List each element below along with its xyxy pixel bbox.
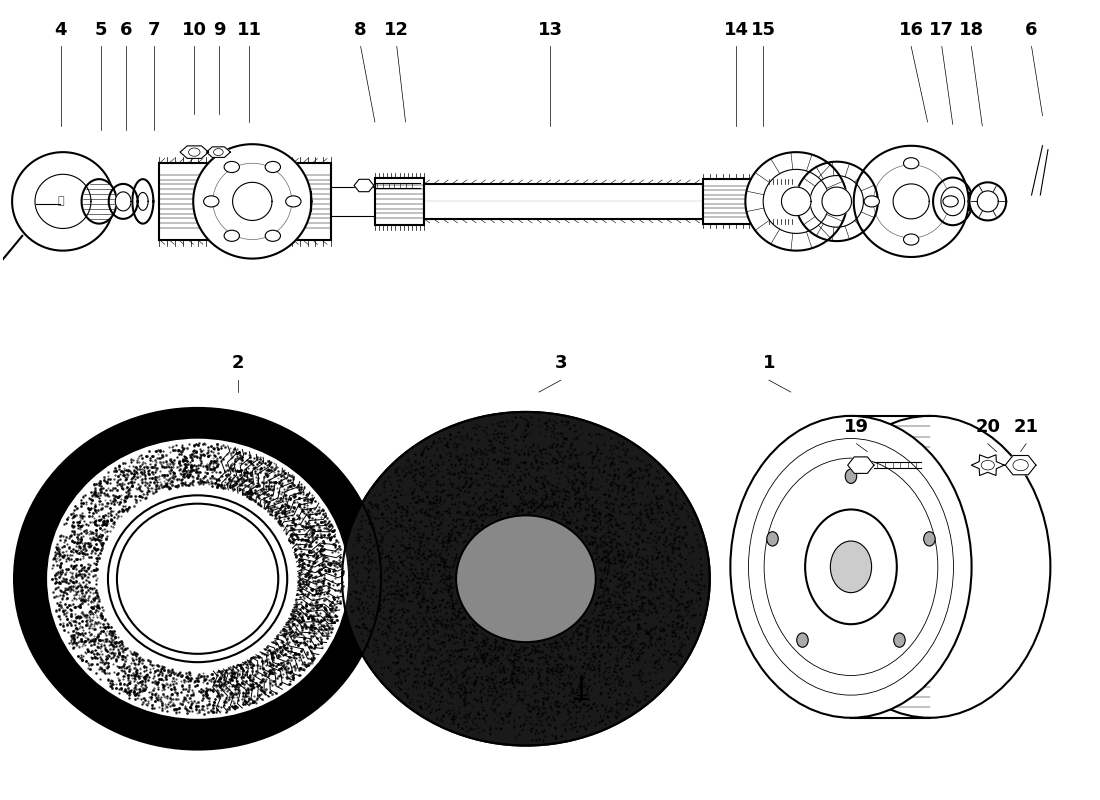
Circle shape xyxy=(903,158,918,169)
Ellipse shape xyxy=(830,541,871,593)
Text: 🐎: 🐎 xyxy=(57,196,64,206)
Polygon shape xyxy=(940,187,965,216)
Polygon shape xyxy=(822,187,851,216)
Ellipse shape xyxy=(805,510,896,624)
Text: 14: 14 xyxy=(724,21,749,38)
Circle shape xyxy=(224,162,240,173)
Ellipse shape xyxy=(14,408,381,750)
Circle shape xyxy=(1013,459,1028,470)
Circle shape xyxy=(865,196,879,207)
Ellipse shape xyxy=(924,532,935,546)
Text: 12: 12 xyxy=(384,21,409,38)
Polygon shape xyxy=(207,147,230,158)
Ellipse shape xyxy=(456,515,596,642)
Text: 15: 15 xyxy=(751,21,776,38)
Ellipse shape xyxy=(796,633,808,647)
Polygon shape xyxy=(354,179,374,192)
Text: 4: 4 xyxy=(55,21,67,38)
Polygon shape xyxy=(116,192,131,211)
Polygon shape xyxy=(1005,455,1036,474)
Text: 6: 6 xyxy=(1025,21,1037,38)
Text: 7: 7 xyxy=(147,21,161,38)
Ellipse shape xyxy=(730,416,971,718)
Polygon shape xyxy=(180,146,209,158)
Text: 18: 18 xyxy=(959,21,983,38)
Text: 10: 10 xyxy=(182,21,207,38)
Text: 17: 17 xyxy=(930,21,955,38)
Circle shape xyxy=(204,196,219,207)
Polygon shape xyxy=(933,178,972,226)
Circle shape xyxy=(224,230,240,242)
Polygon shape xyxy=(971,455,1004,475)
Polygon shape xyxy=(35,174,91,229)
Ellipse shape xyxy=(47,438,348,719)
Circle shape xyxy=(265,162,280,173)
Polygon shape xyxy=(893,184,930,219)
Circle shape xyxy=(188,148,200,156)
Circle shape xyxy=(265,230,280,242)
Bar xyxy=(703,179,769,224)
Text: 16: 16 xyxy=(899,21,924,38)
Text: ©РОСТАЛЬ: ©РОСТАЛЬ xyxy=(343,529,538,558)
Circle shape xyxy=(903,234,918,245)
Ellipse shape xyxy=(893,633,905,647)
Circle shape xyxy=(213,149,223,156)
Text: 20: 20 xyxy=(976,418,1000,436)
Polygon shape xyxy=(848,457,874,474)
Polygon shape xyxy=(781,187,811,216)
Text: 5: 5 xyxy=(95,21,108,38)
Text: 9: 9 xyxy=(213,21,226,38)
Bar xyxy=(375,178,425,226)
Polygon shape xyxy=(969,182,1006,221)
Polygon shape xyxy=(854,146,969,257)
Ellipse shape xyxy=(767,532,778,546)
Text: 1: 1 xyxy=(762,354,776,372)
Bar xyxy=(425,184,703,219)
Polygon shape xyxy=(194,144,311,258)
Text: 19: 19 xyxy=(844,418,869,436)
Polygon shape xyxy=(795,162,878,241)
Circle shape xyxy=(286,196,301,207)
Bar xyxy=(160,163,331,239)
Text: 11: 11 xyxy=(236,21,262,38)
Text: 8: 8 xyxy=(354,21,367,38)
Polygon shape xyxy=(132,179,153,224)
Polygon shape xyxy=(81,179,117,224)
Polygon shape xyxy=(109,184,138,219)
Ellipse shape xyxy=(845,469,857,483)
Text: 13: 13 xyxy=(538,21,562,38)
Circle shape xyxy=(981,460,994,470)
Bar xyxy=(331,187,375,216)
Text: 21: 21 xyxy=(1013,418,1038,436)
Text: 3: 3 xyxy=(554,354,568,372)
Polygon shape xyxy=(232,182,272,221)
Ellipse shape xyxy=(103,491,292,666)
Text: 6: 6 xyxy=(120,21,133,38)
Circle shape xyxy=(943,196,958,207)
Ellipse shape xyxy=(342,412,710,746)
Bar xyxy=(769,184,796,219)
Polygon shape xyxy=(746,152,847,250)
Polygon shape xyxy=(12,152,114,250)
Text: 2: 2 xyxy=(232,354,244,372)
Ellipse shape xyxy=(810,416,1050,718)
